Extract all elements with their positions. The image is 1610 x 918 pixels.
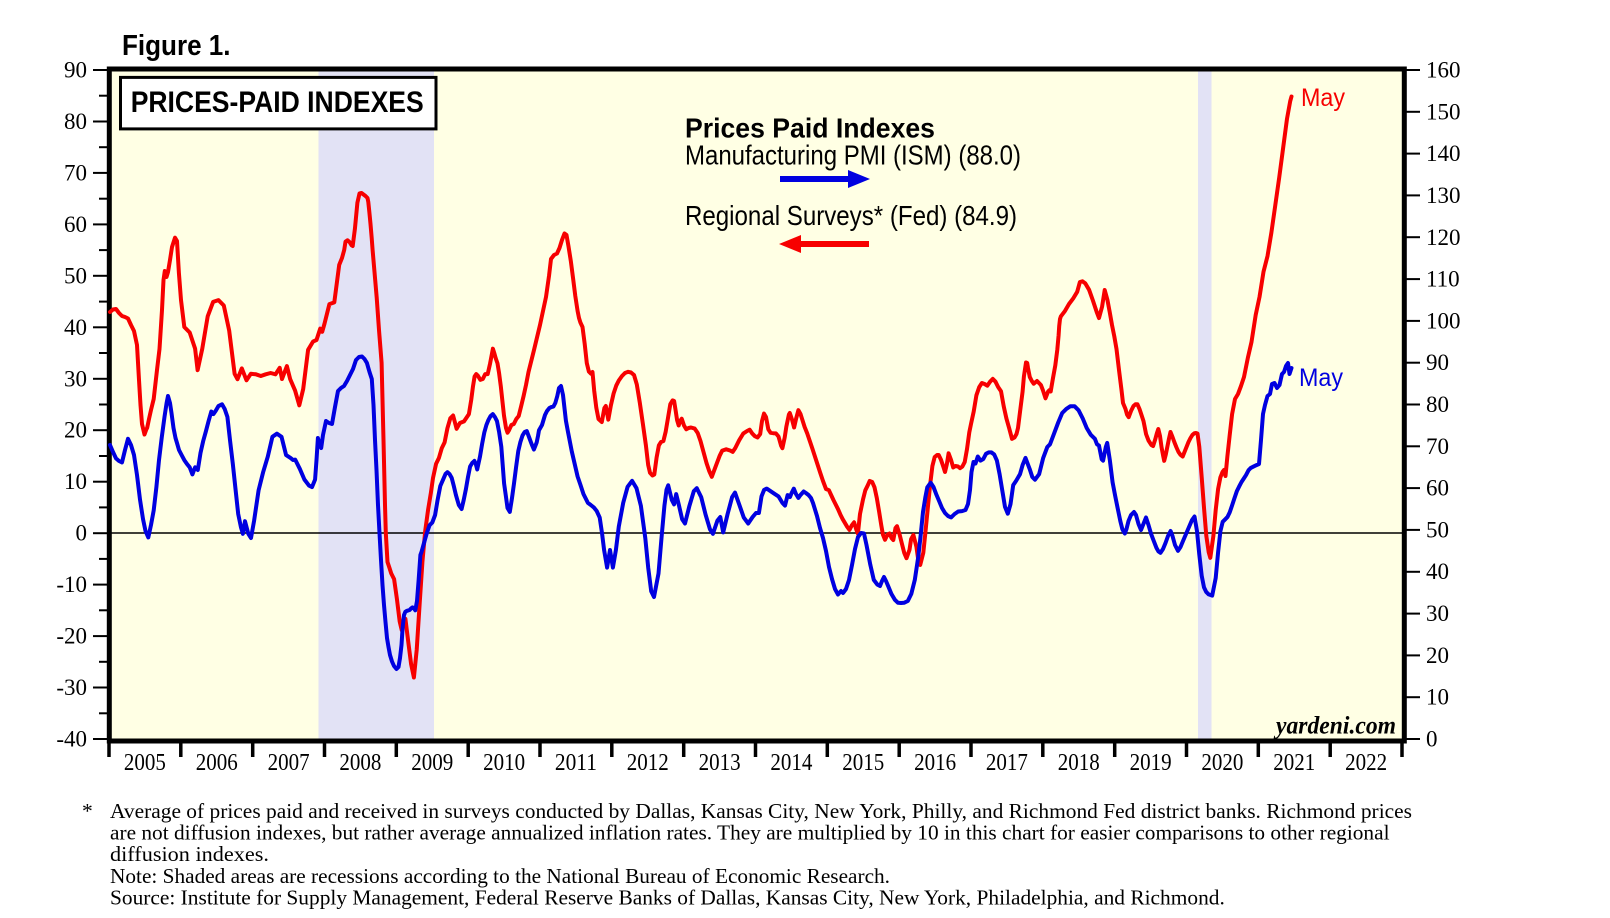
svg-text:10: 10 — [1426, 685, 1449, 710]
svg-text:Source: Institute for Supply M: Source: Institute for Supply Management,… — [110, 885, 1225, 909]
svg-text:150: 150 — [1426, 99, 1461, 124]
svg-text:60: 60 — [1426, 476, 1449, 501]
svg-text:May: May — [1299, 364, 1343, 392]
svg-text:110: 110 — [1426, 267, 1460, 292]
svg-text:*: * — [82, 799, 93, 823]
svg-text:20: 20 — [64, 418, 87, 443]
svg-text:90: 90 — [64, 58, 87, 83]
svg-text:PRICES-PAID INDEXES: PRICES-PAID INDEXES — [131, 86, 424, 119]
svg-text:2016: 2016 — [914, 750, 956, 776]
svg-text:120: 120 — [1426, 225, 1461, 250]
svg-text:2011: 2011 — [555, 750, 597, 776]
svg-text:2010: 2010 — [483, 750, 525, 776]
svg-text:2021: 2021 — [1273, 750, 1315, 776]
svg-text:2005: 2005 — [124, 750, 166, 776]
svg-text:-40: -40 — [56, 727, 87, 752]
svg-text:Average of prices paid and rec: Average of prices paid and received in s… — [110, 799, 1412, 823]
svg-text:Note: Shaded areas are recessi: Note: Shaded areas are recessions accord… — [110, 864, 890, 888]
svg-text:Figure 1.: Figure 1. — [122, 30, 231, 62]
svg-text:140: 140 — [1426, 141, 1461, 166]
svg-text:130: 130 — [1426, 183, 1461, 208]
svg-text:10: 10 — [64, 469, 87, 494]
svg-text:Prices Paid Indexes: Prices Paid Indexes — [685, 112, 935, 143]
svg-text:2020: 2020 — [1201, 750, 1243, 776]
svg-text:2009: 2009 — [411, 750, 453, 776]
svg-text:70: 70 — [1426, 434, 1449, 459]
svg-text:50: 50 — [1426, 517, 1449, 542]
svg-text:2006: 2006 — [196, 750, 238, 776]
svg-text:40: 40 — [1426, 559, 1449, 584]
svg-text:100: 100 — [1426, 308, 1461, 333]
svg-text:diffusion indexes.: diffusion indexes. — [110, 842, 269, 866]
svg-text:160: 160 — [1426, 58, 1461, 83]
svg-text:Manufacturing PMI (ISM) (88.0): Manufacturing PMI (ISM) (88.0) — [685, 140, 1021, 171]
svg-text:2018: 2018 — [1058, 750, 1100, 776]
svg-text:2007: 2007 — [268, 750, 310, 776]
svg-text:0: 0 — [76, 521, 88, 546]
svg-text:-10: -10 — [56, 572, 87, 597]
svg-text:2022: 2022 — [1345, 750, 1387, 776]
svg-text:-30: -30 — [56, 675, 87, 700]
svg-text:-20: -20 — [56, 624, 87, 649]
svg-text:Regional Surveys* (Fed) (84.9): Regional Surveys* (Fed) (84.9) — [685, 200, 1017, 231]
svg-text:70: 70 — [64, 160, 87, 185]
svg-text:2017: 2017 — [986, 750, 1028, 776]
svg-text:20: 20 — [1426, 643, 1449, 668]
svg-text:90: 90 — [1426, 350, 1449, 375]
svg-text:yardeni.com: yardeni.com — [1273, 713, 1396, 740]
svg-text:2012: 2012 — [627, 750, 669, 776]
svg-text:80: 80 — [1426, 392, 1449, 417]
svg-text:30: 30 — [64, 366, 87, 391]
svg-text:40: 40 — [64, 315, 87, 340]
svg-text:30: 30 — [1426, 601, 1449, 626]
svg-text:60: 60 — [64, 212, 87, 237]
svg-text:50: 50 — [64, 263, 87, 288]
svg-text:0: 0 — [1426, 727, 1438, 752]
svg-text:80: 80 — [64, 109, 87, 134]
svg-text:May: May — [1301, 84, 1345, 112]
svg-text:2015: 2015 — [842, 750, 884, 776]
svg-text:2013: 2013 — [699, 750, 741, 776]
svg-text:are not diffusion indexes, but: are not diffusion indexes, but rather av… — [110, 821, 1390, 845]
svg-text:2019: 2019 — [1130, 750, 1172, 776]
svg-text:2014: 2014 — [770, 750, 812, 776]
svg-text:2008: 2008 — [339, 750, 381, 776]
